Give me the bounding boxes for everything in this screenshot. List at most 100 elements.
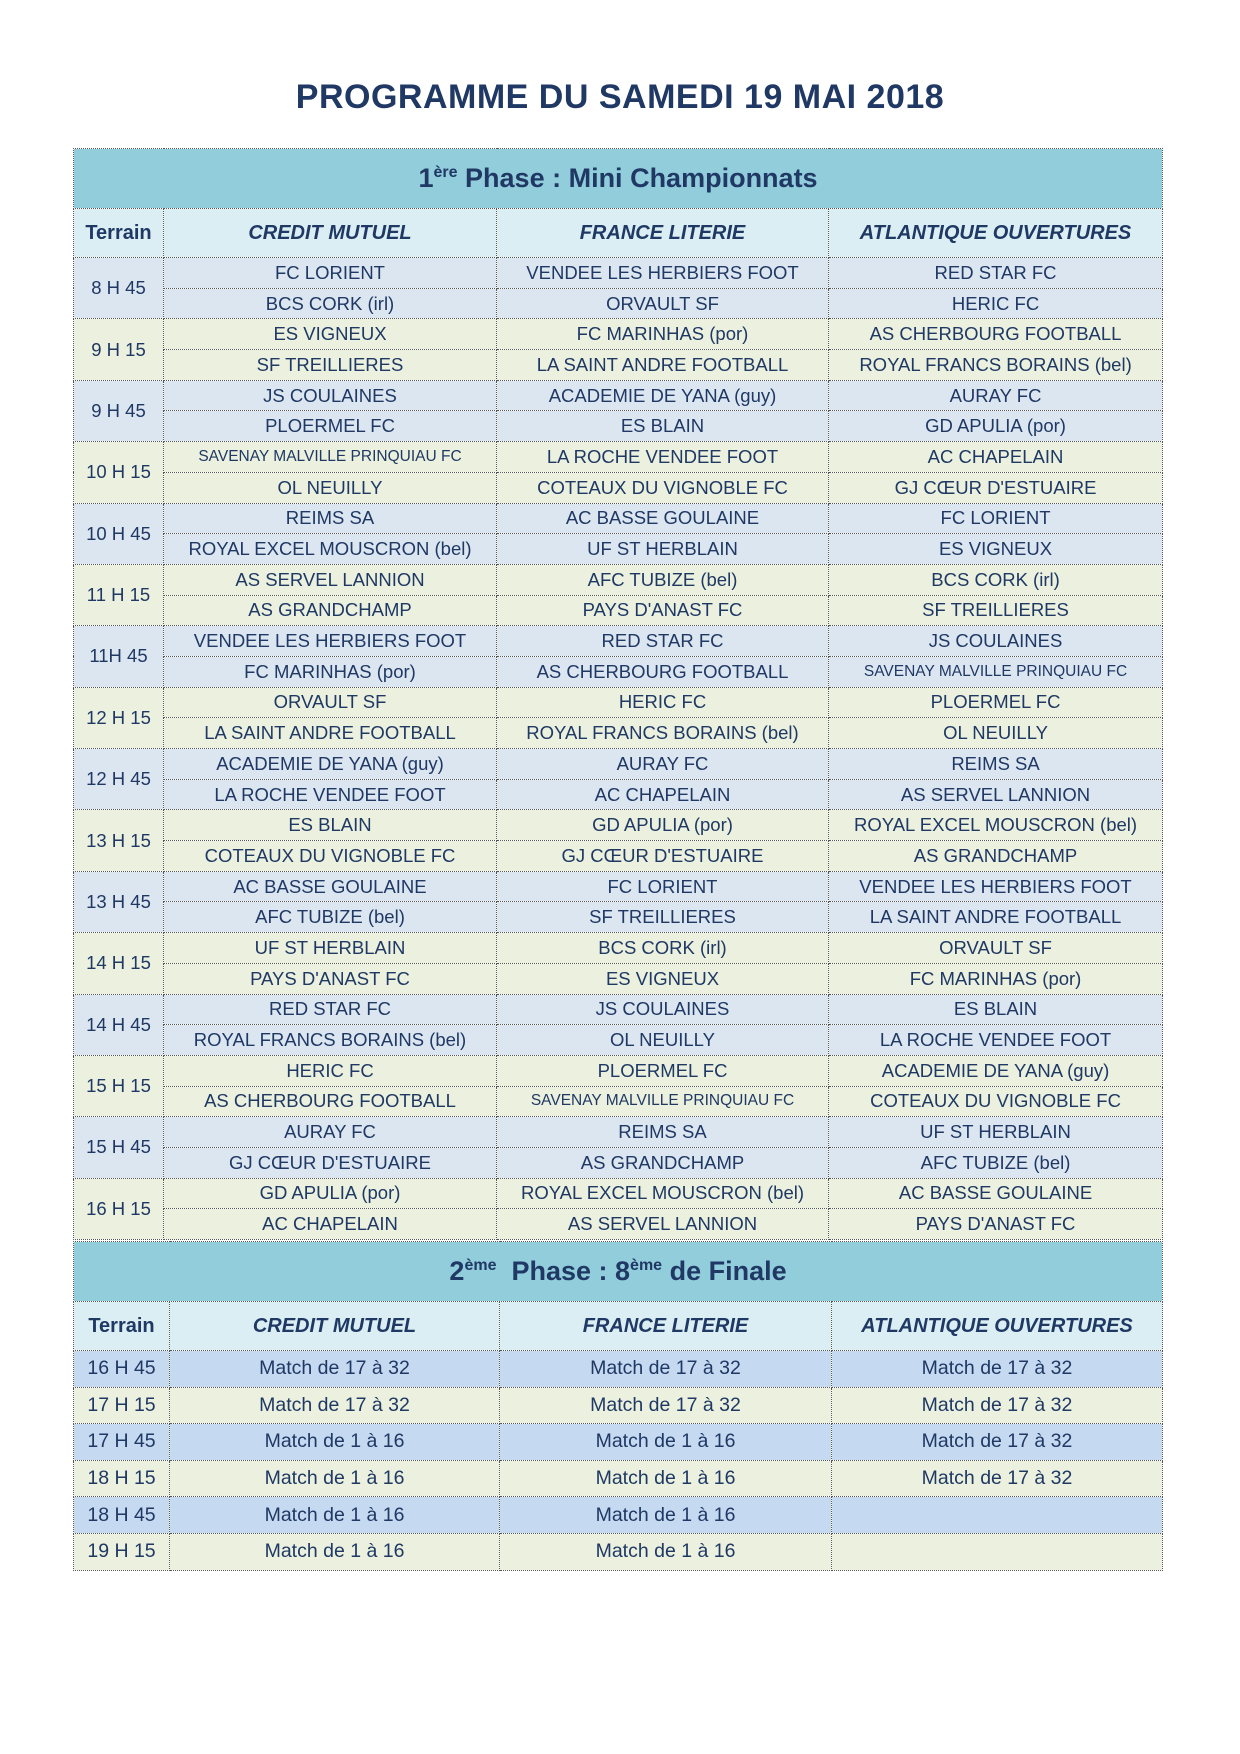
- match-cell: Match de 17 à 32: [830, 1459, 1164, 1498]
- team-cell: VENDEE LES HERBIERS FOOT: [827, 870, 1164, 903]
- team-cell: OL NEUILLY: [827, 717, 1164, 749]
- match-cell: Match de 1 à 16: [169, 1459, 500, 1498]
- team-cell: AFC TUBIZE (bel): [163, 901, 497, 934]
- team-cell: ACADEMIE DE YANA (guy): [163, 748, 497, 780]
- team-cell: AURAY FC: [496, 748, 829, 780]
- match-cell: Match de 17 à 32: [830, 1423, 1164, 1461]
- phase2-heading-sup2: ème: [630, 1257, 663, 1274]
- team-cell: FC MARINHAS (por): [163, 655, 497, 688]
- match-row: 16 H 45 Match de 17 à 32 Match de 17 à 32 M…: [73, 1350, 1164, 1388]
- team-cell: AC CHAPELAIN: [827, 441, 1164, 473]
- time-slot: 16 H 45: [73, 1350, 170, 1388]
- team-cell: PLOERMEL FC: [163, 410, 497, 443]
- match-cell: Match de 1 à 16: [499, 1532, 832, 1571]
- team-cell: JS COULAINES: [827, 625, 1164, 657]
- team-cell: AFC TUBIZE (bel): [827, 1146, 1164, 1179]
- match-row: 13 H 15 ES BLAIN GD APULIA (por) ROYAL EXCE…: [73, 809, 1164, 872]
- team-cell: LA ROCHE VENDEE FOOT: [496, 441, 829, 473]
- match-row: 13 H 45 AC BASSE GOULAINE FC LORIENT VENDEE…: [73, 870, 1164, 934]
- match-row: 11H 45 VENDEE LES HERBIERS FOOT RED STAR F…: [73, 625, 1164, 688]
- team-cell: UF ST HERBLAIN: [496, 533, 829, 565]
- team-cell: AS CHERBOURG FOOTBALL: [827, 318, 1164, 351]
- match-row: 14 H 45 RED STAR FC JS COULAINES ES BLAIN: [73, 993, 1164, 1056]
- time-slot: 13 H 15: [73, 809, 164, 872]
- time-slot: 15 H 45: [73, 1116, 164, 1179]
- col-header-terrain: Terrain: [73, 208, 164, 258]
- team-cell: PLOERMEL FC: [827, 686, 1164, 719]
- match-row: LA ROCHE VENDEE FOOT AC CHAPELAIN AS SERVE…: [74, 778, 1164, 811]
- team-cell: PAYS D'ANAST FC: [163, 962, 497, 995]
- phase1-heading: 1ère Phase : Mini Championnats: [72, 148, 1164, 209]
- team-cell: AS CHERBOURG FOOTBALL: [163, 1085, 497, 1118]
- team-cell: HERIC FC: [827, 287, 1164, 320]
- team-cell: LA SAINT ANDRE FOOTBALL: [827, 901, 1164, 934]
- team-cell: FC MARINHAS (por): [496, 318, 829, 351]
- match-row: 17 H 45 Match de 1 à 16 Match de 1 à 16 Mat…: [73, 1423, 1164, 1461]
- team-cell: LA SAINT ANDRE FOOTBALL: [163, 717, 497, 749]
- team-cell: GD APULIA (por): [827, 410, 1164, 443]
- match-cell: Match de 17 à 32: [499, 1350, 832, 1388]
- team-cell: AFC TUBIZE (bel): [496, 563, 829, 596]
- team-cell: ORVAULT SF: [827, 932, 1164, 964]
- match-row: 10 H 15 SAVENAY MALVILLE PRINQUIAU FC LA R…: [73, 441, 1164, 504]
- team-cell: AC CHAPELAIN: [496, 778, 829, 811]
- team-cell: AC BASSE GOULAINE: [496, 502, 829, 535]
- team-cell: FC LORIENT: [827, 502, 1164, 535]
- team-cell: ROYAL EXCEL MOUSCRON (bel): [163, 533, 497, 565]
- match-row: 12 H 15 ORVAULT SF HERIC FC PLOERMEL FC: [73, 686, 1164, 750]
- phase1-heading-text: Phase : Mini Championnats: [457, 163, 818, 193]
- page-title: PROGRAMME DU SAMEDI 19 MAI 2018: [295, 78, 945, 116]
- match-cell: Match de 17 à 32: [830, 1386, 1164, 1425]
- team-cell: GD APULIA (por): [163, 1177, 497, 1210]
- time-slot: 14 H 15: [73, 932, 164, 995]
- team-cell: FC MARINHAS (por): [827, 962, 1164, 995]
- match-row: COTEAUX DU VIGNOBLE FC GJ CŒUR D'ESTUAIRE…: [74, 840, 1164, 872]
- match-row: 12 H 45 ACADEMIE DE YANA (guy) AURAY FC REI…: [73, 747, 1164, 811]
- match-cell: Match de 17 à 32: [830, 1350, 1164, 1388]
- team-cell: REIMS SA: [827, 748, 1164, 780]
- team-cell: RED STAR FC: [827, 257, 1164, 289]
- phase2-heading-rest: de Finale: [662, 1256, 787, 1286]
- team-cell: COTEAUX DU VIGNOBLE FC: [496, 471, 829, 504]
- team-cell: JS COULAINES: [496, 993, 829, 1026]
- col-header-france-literie: FRANCE LITERIE: [496, 208, 829, 258]
- team-cell: GD APULIA (por): [496, 809, 829, 842]
- match-cell: [830, 1496, 1164, 1534]
- team-cell: LA SAINT ANDRE FOOTBALL: [496, 349, 829, 381]
- match-row: 9 H 45 JS COULAINES ACADEMIE DE YANA (guy)…: [73, 379, 1164, 443]
- match-cell: Match de 1 à 16: [499, 1496, 832, 1534]
- team-cell: SAVENAY MALVILLE PRINQUIAU FC: [827, 655, 1164, 688]
- time-slot: 11H 45: [73, 625, 164, 688]
- team-cell: ACADEMIE DE YANA (guy): [827, 1054, 1164, 1087]
- time-slot: 15 H 15: [73, 1054, 164, 1118]
- phase1-table: 1ère Phase : Mini Championnats Terrain C…: [72, 148, 1164, 1241]
- team-cell: AC BASSE GOULAINE: [827, 1177, 1164, 1210]
- phase1-heading-sup: ère: [433, 164, 458, 181]
- match-cell: Match de 1 à 16: [499, 1423, 832, 1461]
- team-cell: ES BLAIN: [496, 410, 829, 443]
- match-row: FC MARINHAS (por) AS CHERBOURG FOOTBALL SA…: [74, 655, 1164, 688]
- team-cell: AC CHAPELAIN: [163, 1208, 497, 1240]
- team-cell: ORVAULT SF: [163, 686, 497, 719]
- match-row: 11 H 15 AS SERVEL LANNION AFC TUBIZE (bel)…: [73, 563, 1164, 627]
- time-slot: 12 H 15: [73, 686, 164, 750]
- team-cell: AURAY FC: [827, 379, 1164, 412]
- match-cell: Match de 1 à 16: [499, 1459, 832, 1498]
- match-row: BCS CORK (irl) ORVAULT SF HERIC FC: [74, 287, 1164, 320]
- team-cell: UF ST HERBLAIN: [163, 932, 497, 964]
- match-row: PAYS D'ANAST FC ES VIGNEUX FC MARINHAS (po…: [74, 962, 1164, 995]
- team-cell: RED STAR FC: [163, 993, 497, 1026]
- col-header-credit-mutuel: CREDIT MUTUEL: [169, 1301, 500, 1351]
- match-row: GJ CŒUR D'ESTUAIRE AS GRANDCHAMP AFC TUBIZ…: [74, 1146, 1164, 1179]
- time-slot: 10 H 15: [73, 441, 164, 504]
- phase2-heading: 2ème Phase : 8ème de Finale: [72, 1241, 1164, 1302]
- team-cell: UF ST HERBLAIN: [827, 1116, 1164, 1148]
- team-cell: ROYAL EXCEL MOUSCRON (bel): [496, 1177, 829, 1210]
- team-cell: AS CHERBOURG FOOTBALL: [496, 655, 829, 688]
- team-cell: ROYAL FRANCS BORAINS (bel): [496, 717, 829, 749]
- team-cell: ACADEMIE DE YANA (guy): [496, 379, 829, 412]
- team-cell: REIMS SA: [163, 502, 497, 535]
- team-cell: PAYS D'ANAST FC: [827, 1208, 1164, 1240]
- time-slot: 17 H 15: [73, 1386, 170, 1425]
- match-row: 9 H 15 ES VIGNEUX FC MARINHAS (por) AS CHER…: [73, 318, 1164, 381]
